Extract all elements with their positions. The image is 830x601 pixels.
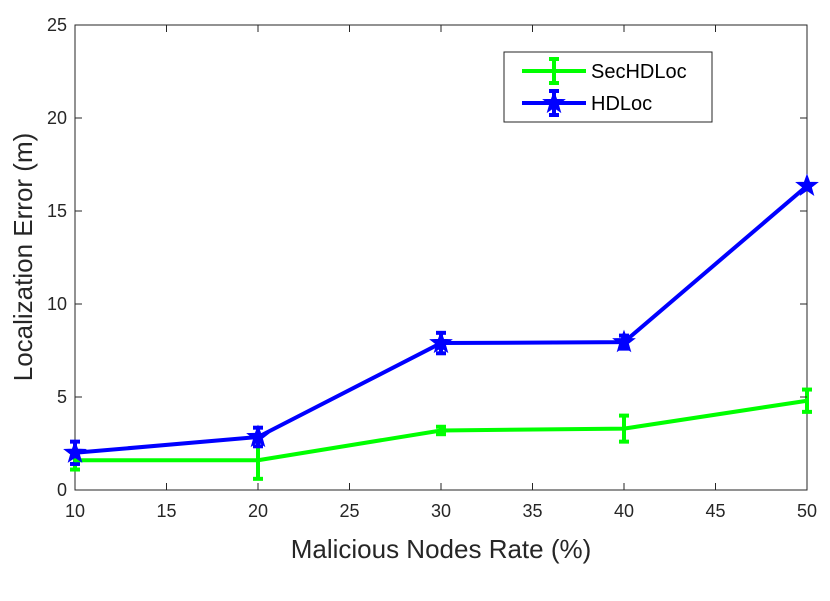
data-point-sechdloc	[439, 428, 443, 433]
x-tick-label: 20	[248, 501, 268, 521]
x-tick-label: 25	[339, 501, 359, 521]
data-point-sechdloc	[73, 458, 77, 463]
legend-box	[503, 51, 713, 123]
legend-label-sechdloc: SecHDLoc	[591, 61, 687, 83]
x-axis-title: Malicious Nodes Rate (%)	[291, 534, 592, 564]
y-tick-label: 10	[47, 294, 67, 314]
y-tick-label: 15	[47, 201, 67, 221]
data-point-hdloc	[795, 173, 819, 196]
x-tick-label: 10	[65, 501, 85, 521]
x-axis-ticks: 10 15 20 25 30 35 40 45 50	[65, 25, 817, 521]
markers-group	[63, 173, 819, 463]
legend-star-marker	[542, 90, 566, 114]
x-tick-label: 35	[522, 501, 542, 521]
y-axis-title: Localization Error (m)	[8, 133, 38, 382]
legend: SecHDLoc HDLoc	[503, 51, 713, 123]
data-point-sechdloc	[622, 426, 626, 431]
x-tick-label: 30	[431, 501, 451, 521]
y-tick-label: 20	[47, 108, 67, 128]
data-point-hdloc	[63, 440, 87, 463]
x-tick-label: 15	[156, 501, 176, 521]
legend-label-hdloc: HDLoc	[591, 93, 652, 115]
x-tick-label: 50	[797, 501, 817, 521]
y-axis-ticks: 0 5 10 15 20 25	[47, 15, 807, 500]
y-tick-label: 0	[57, 480, 67, 500]
x-tick-label: 45	[705, 501, 725, 521]
data-point-hdloc	[429, 330, 453, 354]
data-point-hdloc	[246, 424, 270, 448]
y-tick-label: 5	[57, 387, 67, 407]
data-point-sechdloc	[805, 398, 809, 403]
y-tick-label: 25	[47, 15, 67, 35]
data-point-sechdloc	[256, 458, 260, 463]
legend-errorbar-sechdloc	[549, 57, 559, 85]
x-tick-label: 40	[614, 501, 634, 521]
data-point-hdloc	[612, 329, 636, 353]
